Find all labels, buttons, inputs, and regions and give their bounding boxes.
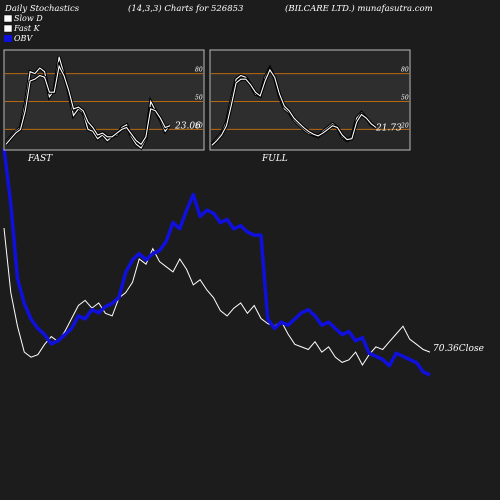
level-label-80: 80: [401, 67, 409, 74]
slow-d-line: [211, 68, 377, 146]
stoch-value-label: 21.73: [375, 124, 402, 134]
legend-swatch-obv: [4, 35, 12, 42]
level-label-80: 80: [195, 67, 203, 74]
full-panel-title: FULL: [261, 154, 288, 164]
close-value-label: 70.36Close: [433, 344, 484, 354]
legend-label-obv: OBV: [14, 34, 33, 43]
close-suffix: Close: [459, 344, 484, 354]
level-label-20: 20: [194, 122, 203, 129]
stoch-value-label: 23.06: [174, 122, 201, 132]
level-label-50: 50: [195, 95, 203, 102]
close-value: 70.36: [433, 344, 459, 354]
chart-title-params: (14,3,3) Charts for 526853: [128, 3, 243, 14]
fast-k-line: [5, 56, 171, 149]
close-price-line: [3, 227, 431, 366]
legend: Slow D Fast K OBV: [3, 14, 43, 43]
legend-swatch-slow-d: [3, 14, 13, 23]
legend-label-slow-d: Slow D: [14, 14, 43, 23]
legend-swatch-fast-k: [3, 24, 13, 33]
main-price-panel: [2, 147, 431, 377]
level-label-50: 50: [401, 95, 409, 102]
obv-line: [2, 147, 431, 377]
legend-label-fast-k: Fast K: [13, 24, 41, 33]
fast-panel-title: FAST: [27, 154, 53, 164]
chart-title-left: Daily Stochastics: [4, 4, 80, 14]
slow-d-line: [5, 64, 171, 146]
fast-stochastic-panel: 20 50 80 23.06: [3, 49, 205, 151]
chart-title-right: (BILCARE LTD.) munafasutra.com: [285, 3, 433, 14]
full-stochastic-panel: 20 50 80 21.73: [209, 49, 411, 151]
level-label-20: 20: [400, 122, 409, 129]
